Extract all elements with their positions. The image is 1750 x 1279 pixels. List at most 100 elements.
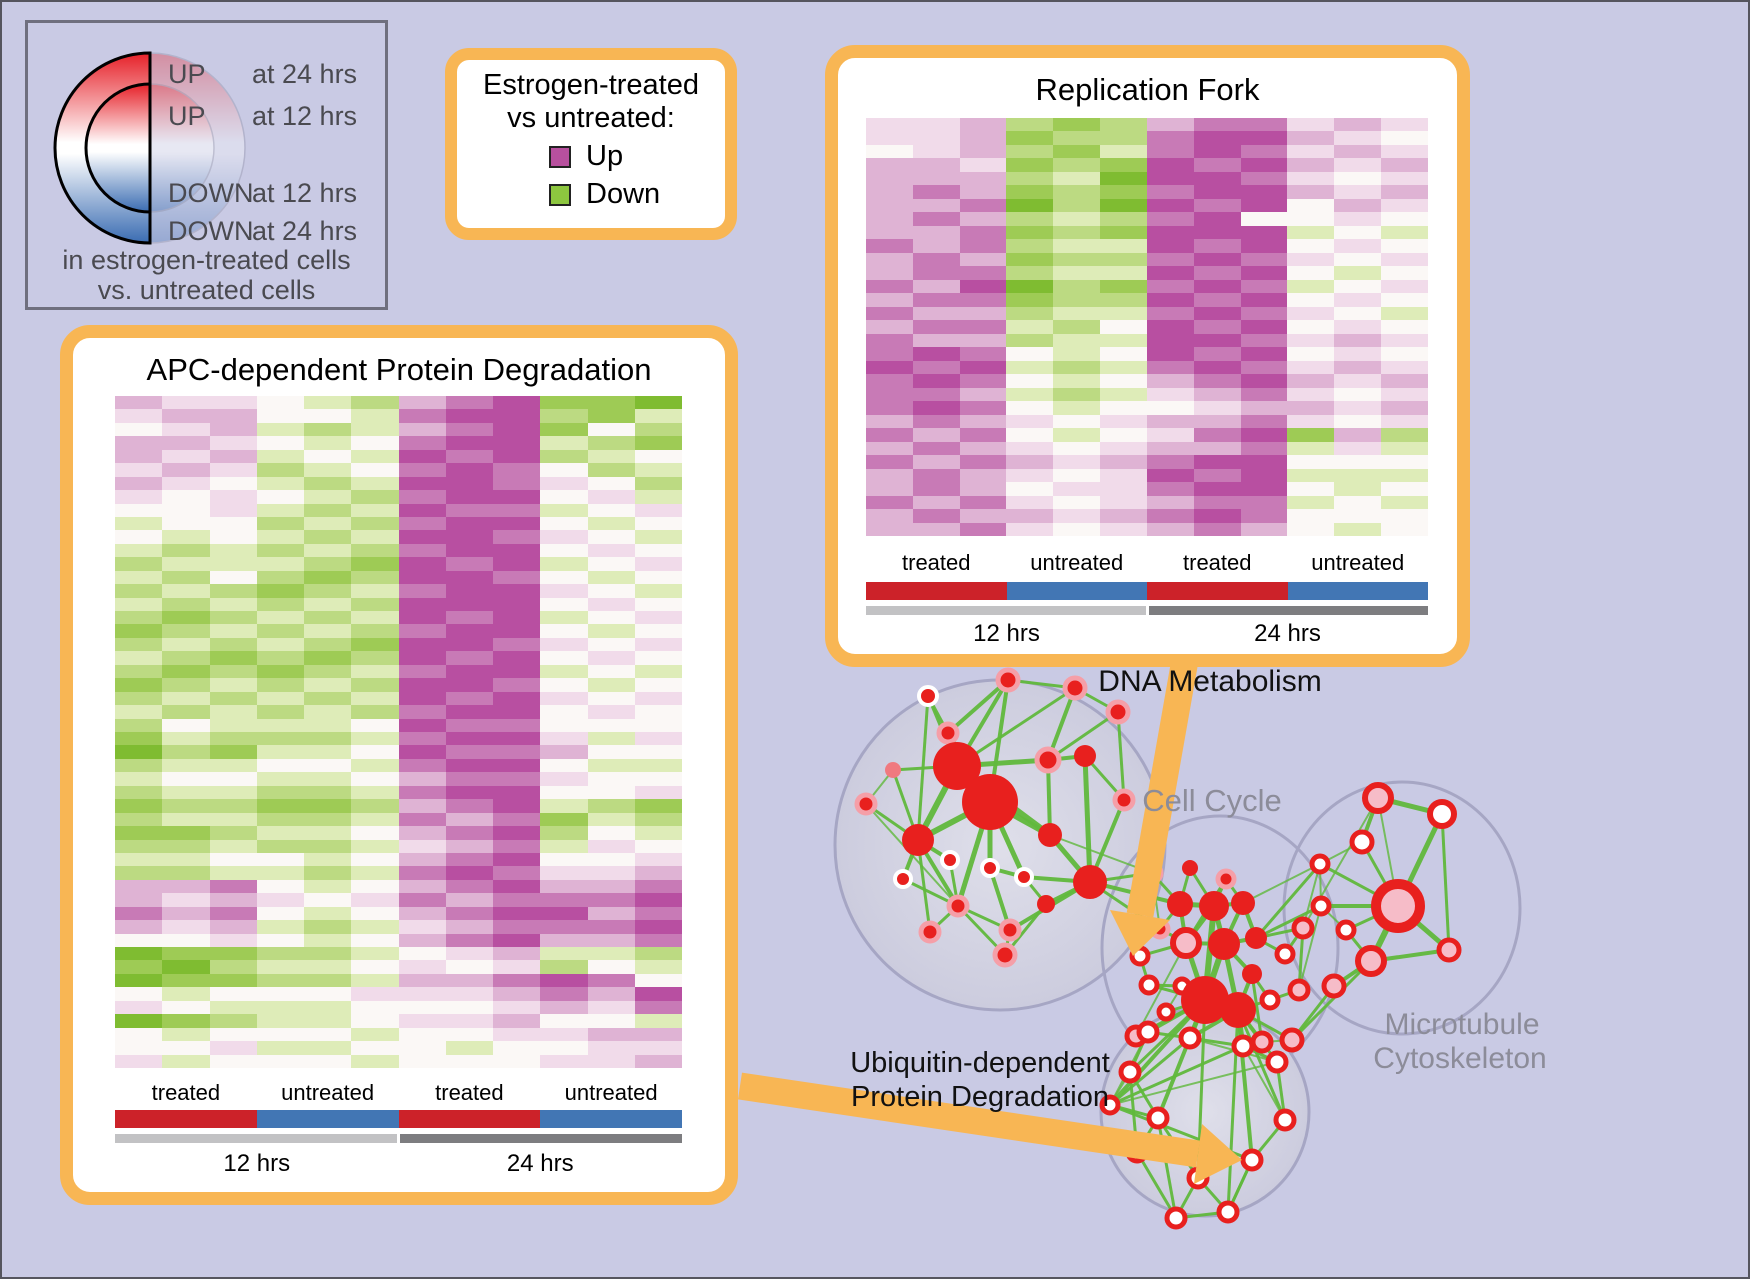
- heatmap-cell: [1053, 482, 1101, 496]
- heatmap-cell: [1053, 428, 1101, 442]
- network-node: [940, 850, 960, 870]
- heatmap-cell: [115, 933, 163, 948]
- heatmap-cell: [540, 570, 588, 585]
- heatmap-cell: [1006, 360, 1054, 375]
- heatmap-cell: [1006, 198, 1054, 213]
- heatmap-cell: [540, 745, 588, 759]
- heatmap-cell: [493, 570, 541, 585]
- heatmap-cell: [1381, 239, 1428, 253]
- heatmap-cell: [540, 812, 588, 827]
- heatmap-cell: [959, 374, 1007, 388]
- network-edge: [865, 803, 959, 907]
- heatmap-cell: [1100, 293, 1147, 307]
- heatmap-cell: [162, 1041, 210, 1055]
- heatmap-cell: [493, 731, 541, 746]
- heatmap-cell: [634, 624, 682, 638]
- heatmap-cell: [587, 611, 635, 625]
- heatmap-cell: [304, 960, 352, 974]
- heatmap-cell: [634, 920, 682, 934]
- apc-panel: APC-dependent Protein Degradation treate…: [60, 325, 738, 1205]
- heatmap-cell: [1053, 131, 1101, 145]
- network-edge: [1156, 1117, 1178, 1219]
- heatmap-cell: [634, 879, 682, 894]
- heatmap-cell: [866, 482, 913, 496]
- updown-time-2: at 12 hrs: [252, 101, 358, 131]
- heatmap-cell: [209, 893, 257, 907]
- network-edge: [1082, 755, 1093, 883]
- heatmap-cell: [1240, 482, 1288, 496]
- heatmap-cell: [1053, 401, 1101, 415]
- heatmap-cell: [1053, 333, 1101, 348]
- heatmap-cell: [398, 557, 446, 571]
- network-node: [1170, 927, 1202, 959]
- heatmap-cell: [445, 557, 493, 571]
- heatmap-cell: [587, 570, 635, 585]
- heatmap-cell: [1240, 360, 1288, 375]
- heatmap-cell: [1240, 522, 1288, 536]
- heatmap-cell: [493, 852, 541, 867]
- heatmap-cell: [634, 463, 682, 477]
- heatmap-cell: [587, 597, 635, 612]
- heatmap-cell: [540, 1041, 588, 1055]
- replication-fork-heatmap: [866, 118, 1428, 536]
- heatmap-cell: [912, 198, 960, 213]
- heatmap-cell: [351, 960, 399, 974]
- heatmap-cell: [912, 333, 960, 348]
- heatmap-cell: [1100, 212, 1147, 226]
- heatmap-cell: [304, 503, 352, 517]
- heatmap-cell: [398, 570, 446, 585]
- heatmap-cell: [634, 1014, 682, 1028]
- network-node: [1321, 973, 1347, 999]
- condition-label: treated: [1183, 550, 1252, 575]
- heatmap-cell: [959, 239, 1007, 253]
- heatmap-cell: [304, 826, 352, 840]
- heatmap-cell: [959, 441, 1007, 456]
- heatmap-cell: [1193, 293, 1241, 307]
- heatmap-cell: [634, 893, 682, 907]
- heatmap-cell: [351, 705, 399, 719]
- heatmap-cell: [1193, 522, 1241, 536]
- heatmap-cell: [1240, 455, 1288, 469]
- heatmap-cell: [398, 879, 446, 894]
- heatmap-cell: [493, 557, 541, 571]
- heatmap-cell: [162, 436, 210, 450]
- heatmap-cell: [493, 785, 541, 800]
- heatmap-cell: [493, 490, 541, 504]
- condition-label: treated: [151, 1080, 221, 1105]
- heatmap-cell: [256, 476, 304, 491]
- heatmap-cell: [304, 543, 352, 558]
- heatmap-cell: [1193, 333, 1241, 348]
- heatmap-cell: [304, 906, 352, 921]
- time-label: 12 hrs: [973, 620, 1040, 647]
- heatmap-cell: [634, 812, 682, 827]
- heatmap-cell: [1146, 306, 1194, 321]
- heatmap-cell: [256, 409, 304, 423]
- heatmap-cell: [587, 476, 635, 491]
- heatmap-cell: [1053, 414, 1101, 429]
- heatmap-cell: [587, 557, 635, 571]
- heatmap-cell: [587, 637, 635, 652]
- heatmap-cell: [634, 597, 682, 612]
- heatmap-cell: [304, 799, 352, 813]
- heatmap-cell: [398, 826, 446, 840]
- up-swatch-icon: [549, 145, 571, 168]
- heatmap-cell: [351, 718, 399, 732]
- heatmap-cell: [398, 893, 446, 907]
- heatmap-cell: [493, 409, 541, 423]
- heatmap-cell: [540, 597, 588, 612]
- heatmap-cell: [1381, 306, 1428, 321]
- heatmap-cell: [115, 624, 163, 638]
- heatmap-cell: [959, 225, 1007, 240]
- heatmap-cell: [1381, 171, 1428, 186]
- heatmap-cell: [912, 414, 960, 429]
- heatmap-cell: [1334, 333, 1382, 348]
- heatmap-cell: [634, 826, 682, 840]
- heatmap-cell: [1193, 131, 1241, 145]
- heatmap-cell: [115, 1041, 163, 1055]
- heatmap-cell: [162, 758, 210, 773]
- heatmap-cell: [115, 973, 163, 988]
- heatmap-cell: [634, 745, 682, 759]
- network-edge: [1135, 942, 1187, 1037]
- heatmap-cell: [1240, 252, 1288, 267]
